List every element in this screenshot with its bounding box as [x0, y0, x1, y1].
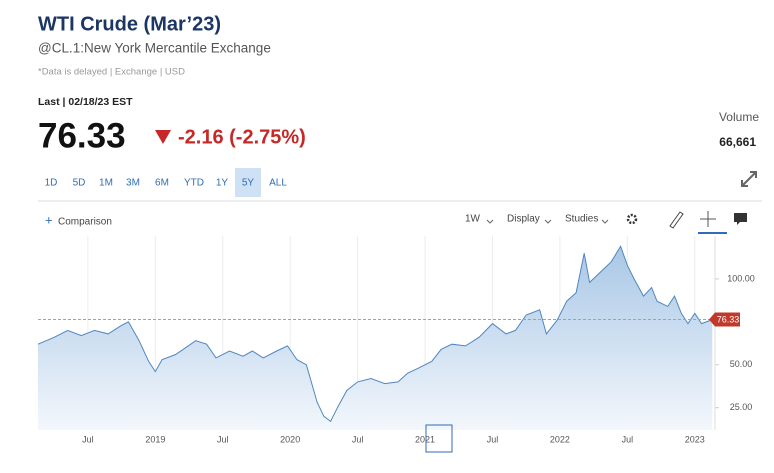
y-tick-label: 50.00	[730, 359, 753, 369]
range-button[interactable]: 1Y	[216, 178, 229, 189]
change: -2.16 (-2.75%)	[178, 126, 306, 148]
x-tick-label: Jul	[487, 434, 499, 444]
x-tick-label: 2021	[415, 434, 435, 444]
range-button[interactable]: 3M	[126, 178, 140, 189]
chevron	[601, 219, 609, 224]
note: *Data is delayed | Exchange | USD	[38, 67, 185, 78]
x-tick-label: 2019	[145, 434, 165, 444]
x-tick-label: Jul	[217, 434, 229, 444]
x-tick-label: Jul	[622, 434, 634, 444]
range-selector: 1D 5D 1M 3M 6M YTD 1Y 5Y ALL	[45, 168, 287, 197]
chart: Jul 2019 Jul 2020 Jul 2021 Jul 2022 Jul 2023 25.00…	[37, 236, 755, 444]
chevron	[486, 219, 494, 224]
range-button[interactable]: ALL	[269, 178, 287, 189]
x-tick-label: 2022	[550, 434, 570, 444]
chevron	[544, 219, 552, 224]
volume: 66,661	[719, 135, 756, 149]
y-tick-label: 25.00	[730, 402, 753, 412]
range-button[interactable]: YTD	[184, 178, 204, 189]
x-tick-label: 2020	[280, 434, 300, 444]
volume-label: Volume	[719, 110, 759, 124]
range-active	[235, 168, 261, 197]
price: 76.33	[38, 116, 126, 155]
range-button[interactable]: 6M	[155, 178, 169, 189]
x-tick-label: 2023	[685, 434, 705, 444]
comment-icon[interactable]	[734, 213, 747, 225]
draw-icon[interactable]	[669, 211, 684, 229]
range-button[interactable]: 5Y	[242, 178, 255, 189]
title: WTI Crude (Mar’23)	[38, 13, 221, 35]
expand-icon[interactable]	[741, 171, 757, 187]
crosshair-icon[interactable]	[700, 211, 716, 227]
interval-button[interactable]: 1W	[465, 214, 481, 225]
plus-icon[interactable]: +	[45, 212, 53, 227]
x-tick-label: Jul	[352, 434, 364, 444]
down-arrow	[155, 130, 171, 144]
studies-button[interactable]: Studies	[565, 214, 598, 225]
range-button[interactable]: 5D	[73, 178, 86, 189]
last-price-label: 76.33	[717, 314, 740, 324]
last-label: Last | 02/18/23 EST	[38, 96, 133, 108]
range-button[interactable]: 1M	[99, 178, 113, 189]
display-button[interactable]: Display	[507, 214, 540, 225]
settings-icon[interactable]	[626, 213, 638, 225]
subtitle: @CL.1:New York Mercantile Exchange	[38, 41, 271, 56]
y-tick-label: 100.00	[727, 273, 755, 283]
line	[37, 245, 713, 423]
range-button[interactable]: 1D	[45, 178, 58, 189]
crosshair-marker	[425, 424, 453, 453]
comparison-button[interactable]: Comparison	[58, 217, 112, 228]
x-tick-label: Jul	[82, 434, 94, 444]
last-price-tag	[709, 312, 740, 327]
area	[38, 246, 713, 430]
